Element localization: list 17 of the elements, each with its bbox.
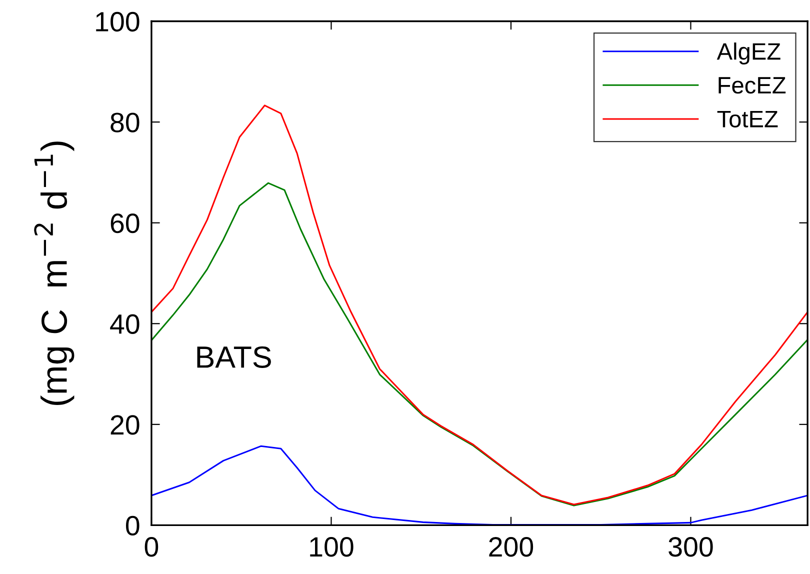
y-tick-label: 20: [110, 415, 140, 435]
legend-label: AlgEZ: [716, 42, 780, 64]
y-tick-label: 80: [110, 112, 140, 132]
annotation: BATS: [197, 346, 271, 368]
x-tick-label: 200: [489, 537, 534, 557]
legend-label: FecEZ: [718, 77, 786, 94]
line-series: [151, 182, 808, 506]
line-series: [151, 104, 808, 506]
y-axis-title: (mg C m$^{−2}$ d$^{−1}$): [34, 142, 74, 405]
y-tick-label: 0: [126, 516, 140, 536]
x-tick-label: 0: [144, 537, 158, 557]
legend-label: TotEZ: [717, 110, 778, 128]
x-tick-label: 300: [668, 537, 713, 557]
y-tick-label: 100: [96, 12, 140, 32]
y-tick-label: 60: [110, 213, 140, 234]
y-tick-label: 40: [110, 314, 140, 334]
x-tick-label: 100: [310, 537, 354, 557]
